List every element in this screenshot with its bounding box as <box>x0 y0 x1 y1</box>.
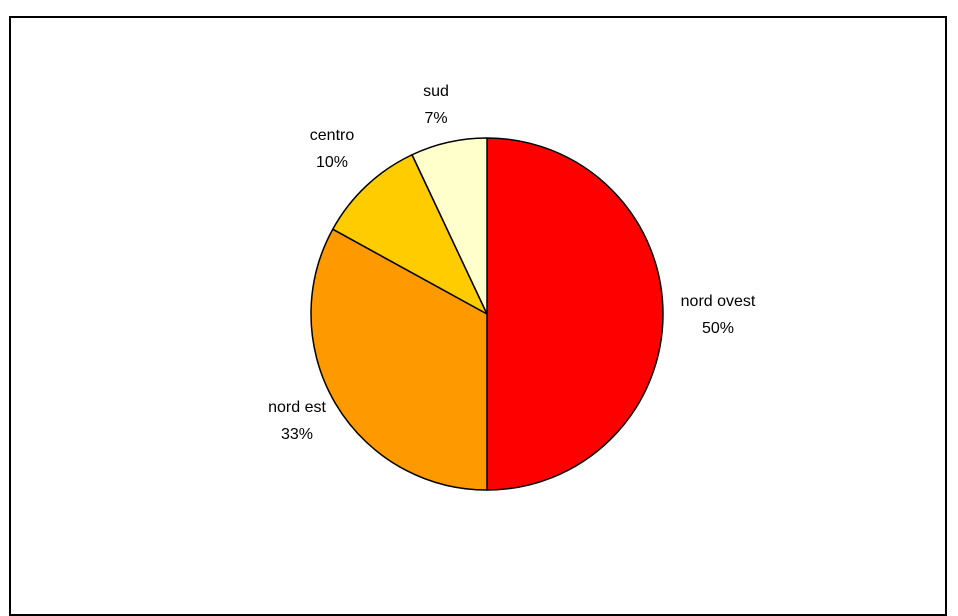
slice-labels: nord ovest 50% nord est 33% centro 10% sud 7% <box>268 83 756 443</box>
slice-percent-sud: 7% <box>424 110 447 127</box>
slice-percent-nord-ovest: 50% <box>702 320 734 337</box>
pie-slice-nord-ovest <box>486 137 664 491</box>
pie-slice-centro <box>332 154 488 315</box>
slice-percent-centro: 10% <box>316 154 348 171</box>
slice-label-sud: sud <box>423 83 449 100</box>
pie-slice-sud <box>411 137 488 315</box>
slice-label-nord-ovest: nord ovest <box>681 293 756 310</box>
slice-label-centro: centro <box>310 127 355 144</box>
pie-slices <box>310 137 664 491</box>
pie-slice-nord-est <box>310 228 488 491</box>
slice-label-nord-est: nord est <box>268 399 326 416</box>
slice-percent-nord-est: 33% <box>281 426 313 443</box>
